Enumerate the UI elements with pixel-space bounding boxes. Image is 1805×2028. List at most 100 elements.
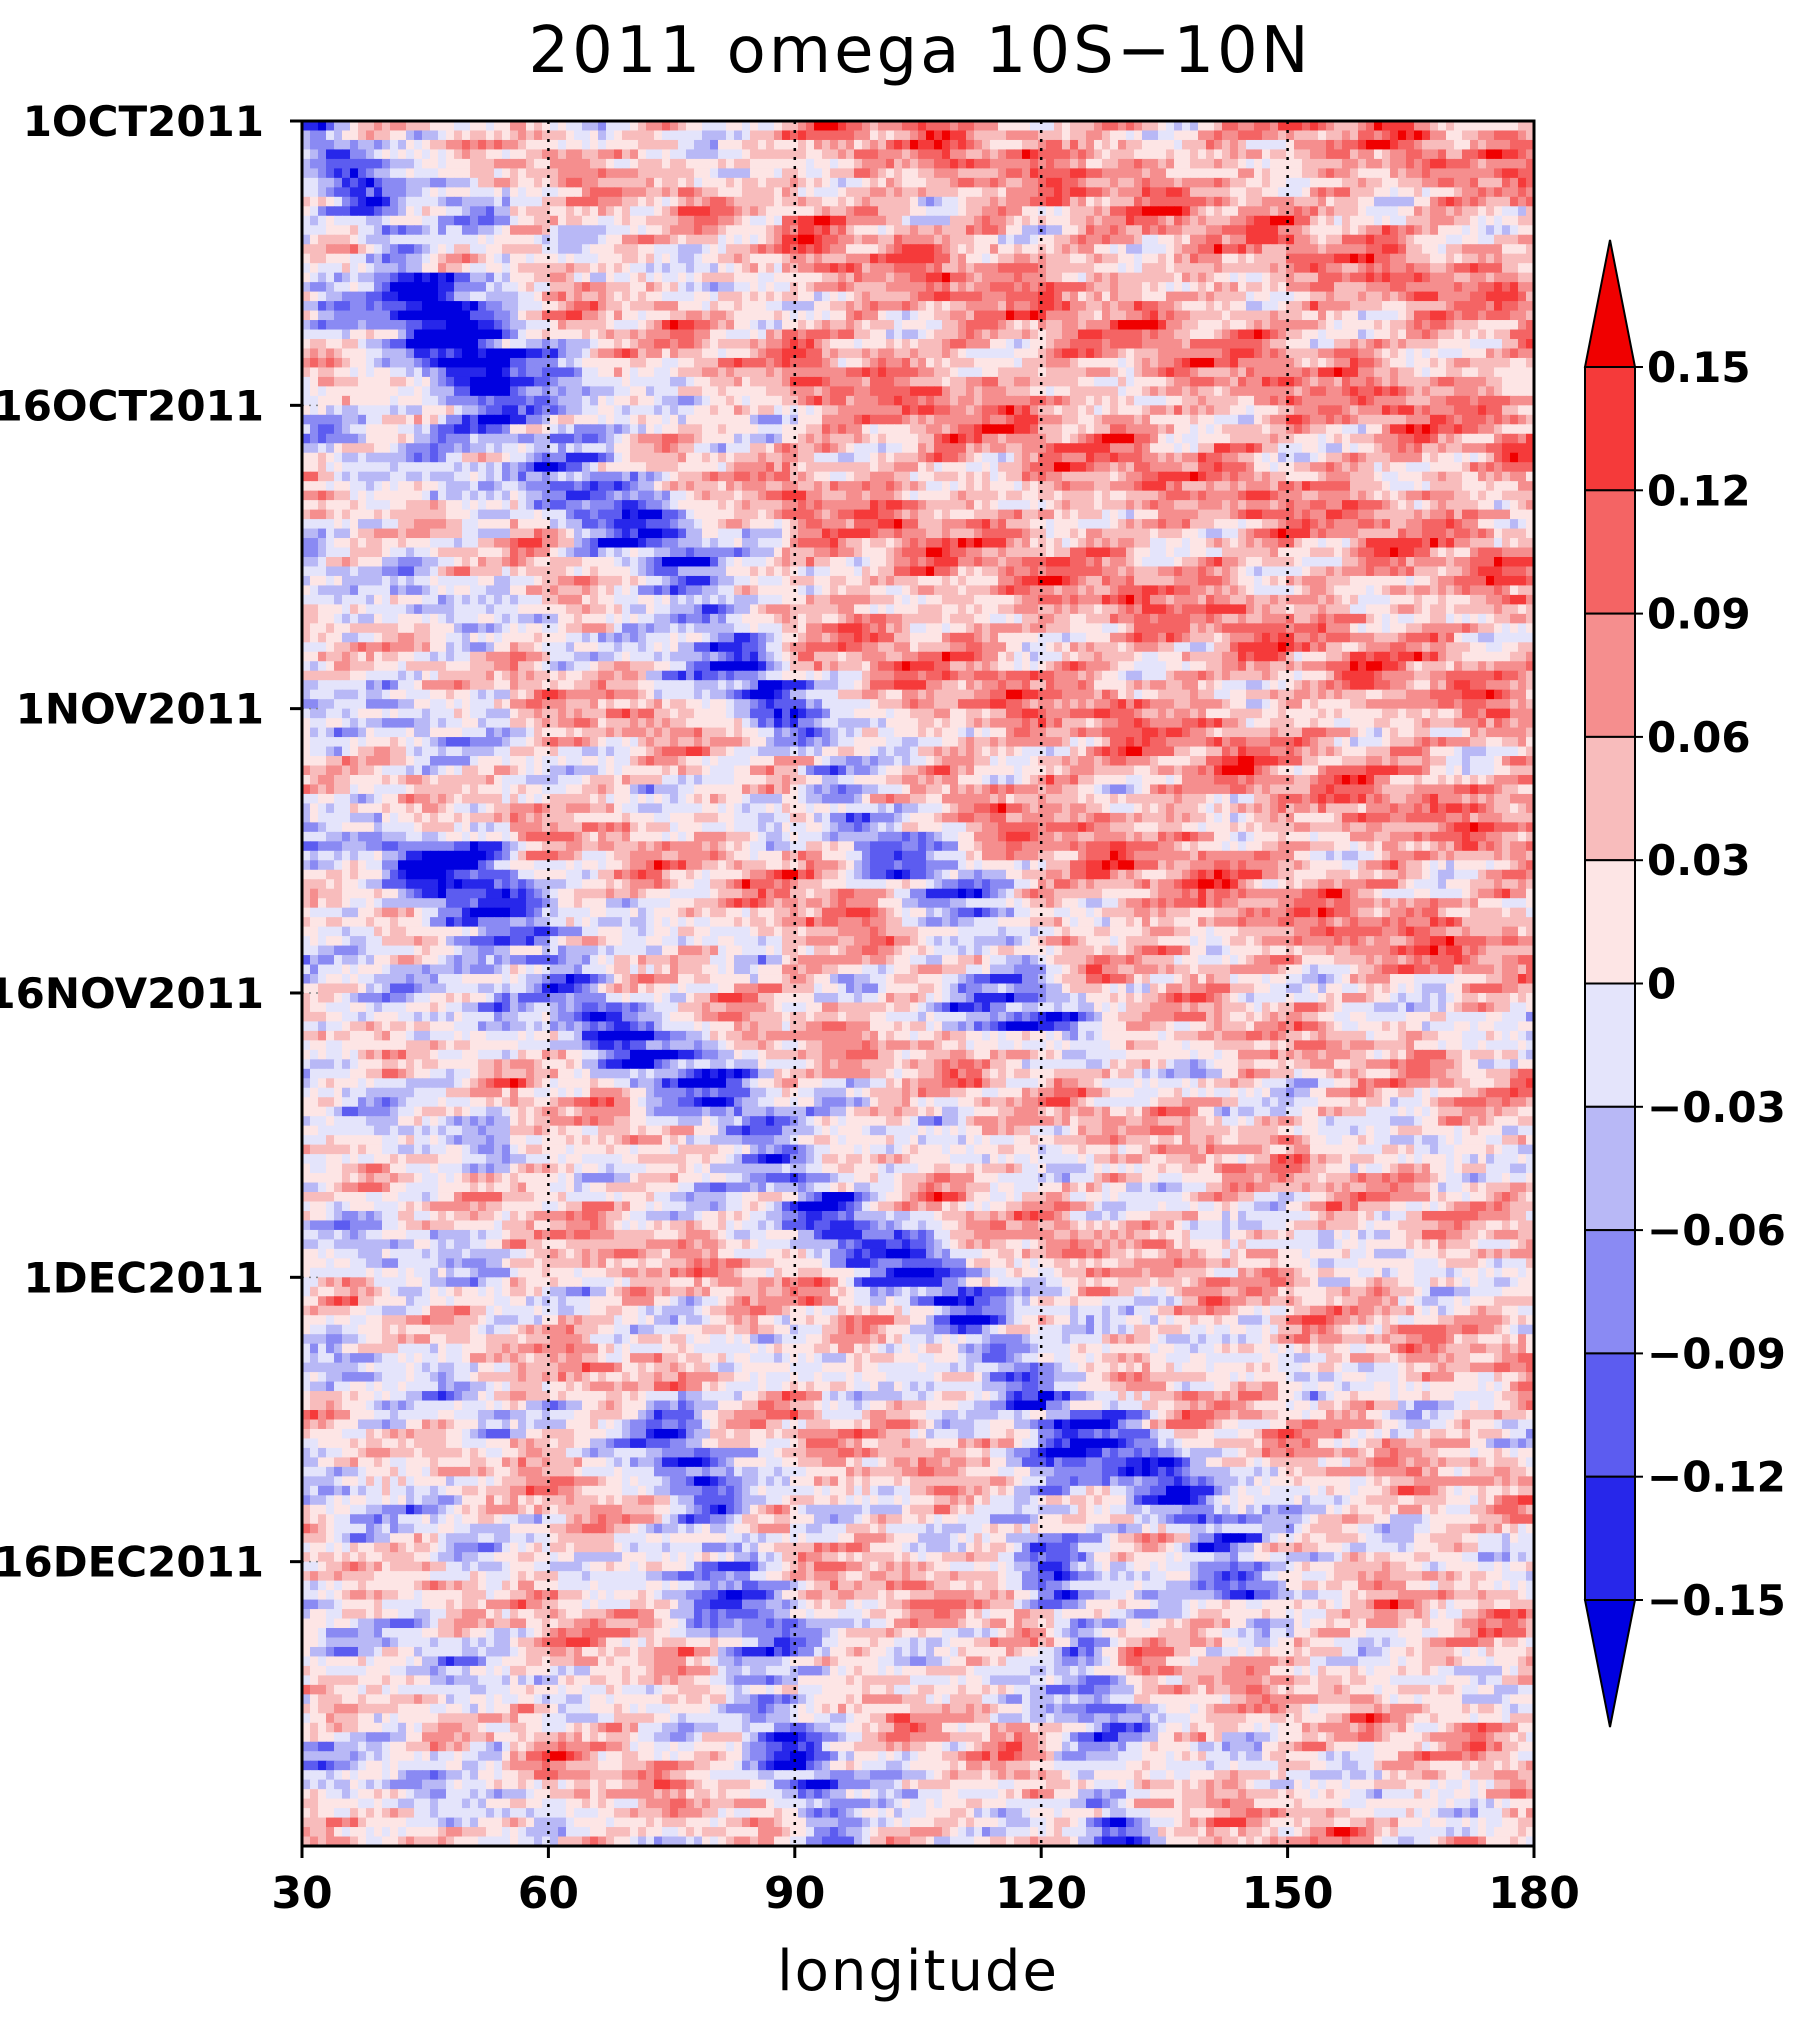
heatmap-cell	[1310, 386, 1319, 397]
heatmap-cell	[1262, 367, 1271, 378]
heatmap-cell	[1238, 244, 1247, 255]
heatmap-cell	[1374, 253, 1383, 264]
heatmap-cell	[398, 272, 407, 283]
heatmap-cell	[446, 414, 455, 425]
heatmap-cell	[1358, 244, 1367, 255]
heatmap-cell	[910, 367, 919, 378]
heatmap-cell	[766, 320, 775, 331]
heatmap-cell	[606, 291, 615, 302]
heatmap-cell	[382, 215, 391, 226]
heatmap-cell	[1422, 282, 1431, 293]
heatmap-cell	[782, 405, 791, 416]
heatmap-cell	[710, 130, 719, 141]
heatmap-cell	[670, 187, 679, 198]
heatmap-cell	[1070, 215, 1079, 226]
heatmap-cell	[590, 338, 599, 350]
heatmap-cell	[310, 338, 319, 350]
heatmap-cell	[310, 320, 319, 331]
heatmap-cell	[1006, 282, 1015, 293]
heatmap-cell	[518, 367, 527, 378]
heatmap-cell	[1094, 376, 1103, 387]
heatmap-cell	[902, 177, 911, 188]
heatmap-cell	[1374, 130, 1383, 141]
heatmap-cell	[1262, 149, 1271, 160]
heatmap-cell	[1374, 357, 1383, 369]
heatmap-cell	[662, 244, 671, 255]
heatmap-cell	[1110, 187, 1119, 198]
heatmap-cell	[742, 187, 751, 198]
heatmap-cell	[1054, 395, 1063, 406]
heatmap-cell	[550, 187, 559, 198]
heatmap-cell	[486, 158, 495, 169]
heatmap-cell	[646, 395, 655, 406]
heatmap-cell	[542, 348, 551, 359]
heatmap-cell	[454, 348, 463, 359]
heatmap-cell	[438, 272, 447, 283]
heatmap-cell	[526, 338, 535, 350]
heatmap-cell	[446, 291, 455, 302]
heatmap-cell	[366, 282, 375, 293]
heatmap-cell	[974, 177, 983, 188]
heatmap-cell	[1110, 348, 1119, 359]
heatmap-cell	[478, 301, 487, 312]
heatmap-cell	[1382, 187, 1391, 198]
heatmap-cell	[1438, 320, 1447, 331]
heatmap-cell	[534, 225, 543, 236]
heatmap-cell	[374, 149, 383, 160]
heatmap-cell	[630, 168, 639, 179]
heatmap-cell	[1374, 348, 1383, 359]
heatmap-cell	[838, 386, 847, 397]
heatmap-cell	[654, 376, 663, 387]
heatmap-cell	[1502, 376, 1511, 387]
heatmap-cell	[1094, 149, 1103, 160]
heatmap-cell	[1246, 414, 1255, 425]
heatmap-cell	[494, 139, 503, 151]
heatmap-cell	[1126, 395, 1135, 406]
heatmap-cell	[1070, 395, 1079, 406]
heatmap-cell	[1494, 320, 1503, 331]
heatmap-cell	[510, 272, 519, 283]
heatmap-cell	[1414, 367, 1423, 378]
heatmap-cell	[846, 301, 855, 312]
heatmap-cell	[806, 139, 815, 151]
heatmap-cell	[558, 206, 567, 217]
heatmap-cell	[486, 405, 495, 416]
heatmap-cell	[1294, 395, 1303, 406]
heatmap-cell	[1198, 196, 1207, 207]
heatmap-cell	[486, 376, 495, 387]
heatmap-cell	[406, 386, 415, 397]
heatmap-cell	[1086, 291, 1095, 302]
heatmap-cell	[1518, 291, 1527, 302]
heatmap-cell	[782, 301, 791, 312]
heatmap-cell	[518, 158, 527, 169]
heatmap-cell	[1062, 121, 1071, 132]
heatmap-cell	[766, 348, 775, 359]
heatmap-cell	[1406, 196, 1415, 207]
heatmap-cell	[942, 405, 951, 416]
heatmap-cell	[1150, 177, 1159, 188]
heatmap-cell	[1526, 414, 1535, 425]
heatmap-cell	[390, 253, 399, 264]
heatmap-cell	[814, 272, 823, 283]
heatmap-cell	[1046, 386, 1055, 397]
heatmap-cell	[1134, 168, 1143, 179]
heatmap-cell	[566, 234, 575, 245]
heatmap-cell	[374, 405, 383, 416]
heatmap-cell	[438, 234, 447, 245]
heatmap-cell	[1366, 149, 1375, 160]
heatmap-cell	[494, 291, 503, 302]
heatmap-cell	[1326, 187, 1335, 198]
heatmap-cell	[1094, 177, 1103, 188]
heatmap-cell	[614, 168, 623, 179]
heatmap-cell	[910, 177, 919, 188]
heatmap-cell	[358, 376, 367, 387]
heatmap-cell	[1278, 253, 1287, 264]
heatmap-cell	[1214, 215, 1223, 226]
heatmap-cell	[902, 158, 911, 169]
heatmap-cell	[318, 206, 327, 217]
heatmap-cell	[1326, 376, 1335, 387]
heatmap-cell	[1342, 310, 1351, 321]
heatmap-cell	[1286, 225, 1295, 236]
heatmap-cell	[1294, 310, 1303, 321]
heatmap-cell	[1398, 272, 1407, 283]
